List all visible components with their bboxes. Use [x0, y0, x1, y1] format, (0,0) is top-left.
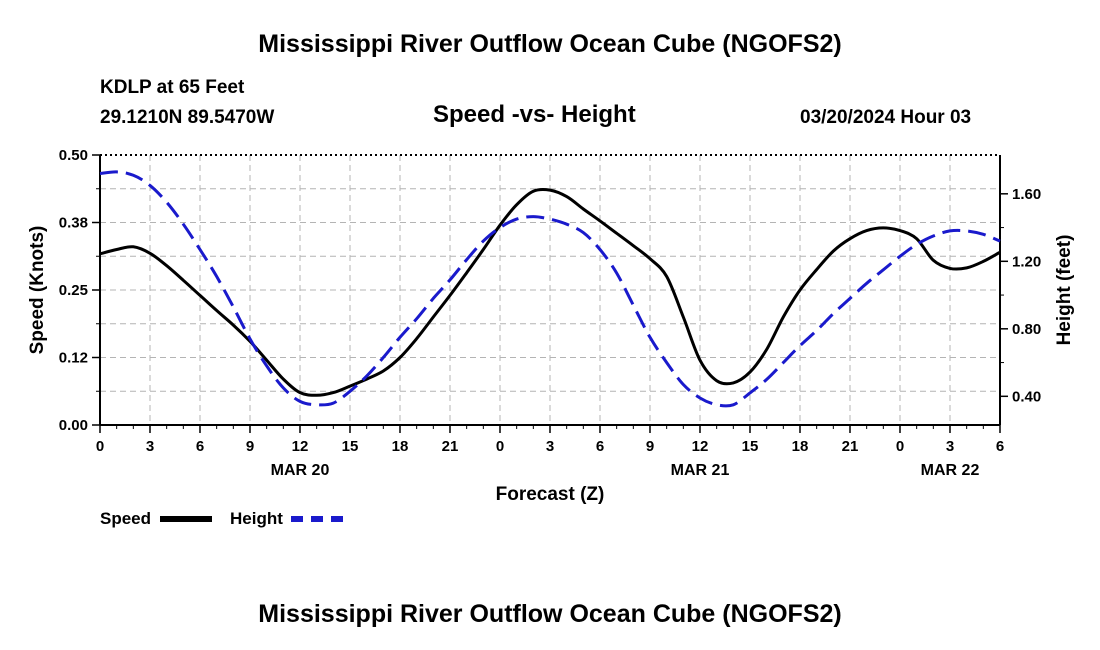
x-tick-label: 9 — [246, 438, 254, 455]
y-left-axis-title: Speed (Knots) — [27, 226, 48, 355]
x-tick-label: 0 — [496, 438, 504, 455]
x-tick-label: 9 — [646, 438, 654, 455]
x-tick-label: 12 — [692, 438, 709, 455]
y-left-tick-label: 0.25 — [59, 282, 88, 299]
x-tick-label: 12 — [292, 438, 309, 455]
station-name: KDLP at 65 Feet — [100, 77, 245, 98]
x-tick-label: 21 — [442, 438, 459, 455]
x-tick-label: 6 — [196, 438, 204, 455]
series-line-height — [99, 170, 1001, 408]
legend-speed-label: Speed — [100, 509, 152, 528]
chart-subtitle: Speed -vs- Height — [433, 101, 636, 128]
x-tick-label: 21 — [842, 438, 859, 455]
y-left-tick-label: 0.00 — [59, 417, 88, 434]
x-tick-label: 0 — [896, 438, 904, 455]
x-tick-label: 15 — [342, 438, 359, 455]
y-right-tick-label: 1.60 — [1012, 186, 1041, 203]
x-date-label: MAR 21 — [671, 462, 730, 479]
x-tick-label: 6 — [996, 438, 1004, 455]
y-left-tick-label: 0.50 — [59, 147, 88, 164]
y-right-tick-label: 0.80 — [1012, 321, 1041, 338]
x-tick-label: 18 — [792, 438, 809, 455]
x-tick-label: 3 — [146, 438, 154, 455]
x-tick-label: 0 — [96, 438, 104, 455]
legend-height-swatch — [291, 516, 343, 522]
x-axis-title: Forecast (Z) — [496, 484, 605, 505]
x-tick-label: 18 — [392, 438, 409, 455]
chart-main-title: Mississippi River Outflow Ocean Cube (NG… — [258, 30, 842, 58]
legend-height-label: Height — [230, 509, 283, 528]
legend-speed-swatch — [160, 516, 212, 522]
x-tick-label: 3 — [546, 438, 554, 455]
x-tick-label: 3 — [946, 438, 954, 455]
y-right-tick-label: 0.40 — [1012, 388, 1041, 405]
y-right-tick-label: 1.20 — [1012, 253, 1041, 270]
y-left-tick-label: 0.38 — [59, 215, 88, 232]
x-tick-label: 15 — [742, 438, 759, 455]
y-left-tick-label: 0.12 — [59, 350, 88, 367]
y-right-axis-title: Height (feet) — [1054, 235, 1075, 346]
x-tick-label: 6 — [596, 438, 604, 455]
chart-footer-title: Mississippi River Outflow Ocean Cube (NG… — [258, 600, 842, 628]
x-date-label: MAR 20 — [271, 462, 330, 479]
forecast-datetime: 03/20/2024 Hour 03 — [800, 107, 972, 128]
x-date-label: MAR 22 — [921, 462, 980, 479]
station-coordinates: 29.1210N 89.5470W — [100, 107, 275, 128]
